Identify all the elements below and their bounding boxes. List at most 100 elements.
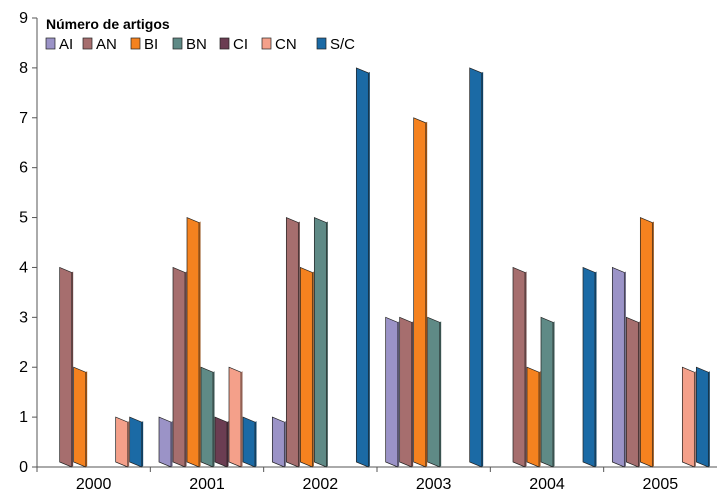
bar-face (540, 316, 554, 468)
bar-edge (652, 221, 654, 467)
bar-edge (539, 371, 541, 467)
x-tick-label: 2005 (643, 476, 679, 493)
legend-label: BI (144, 36, 158, 53)
bar-face (313, 217, 327, 468)
legend-item-AN: AN (82, 36, 117, 53)
bar-BI-2001 (186, 217, 201, 468)
bar-face (611, 266, 625, 468)
axes: 0 1 2 3 4 5 6 7 8 9 2000 2001 2002 2003 2004 2005 (19, 10, 717, 493)
x-tick-label: 2001 (189, 476, 225, 493)
bar-face (385, 316, 399, 468)
legend-item-SC: S/C (316, 36, 355, 53)
bar-AI-2001 (158, 416, 173, 468)
bar-edge (481, 71, 484, 467)
y-tick-label: 4 (19, 259, 28, 276)
bar-face (214, 416, 228, 468)
legend-swatch (261, 37, 272, 50)
bar-edge (624, 271, 626, 467)
bar-BI-2000 (73, 366, 88, 468)
bar-face (695, 366, 709, 468)
x-tick-label: 2002 (303, 476, 339, 493)
bar-face (200, 366, 214, 468)
bar-edge (127, 421, 130, 467)
y-tick-label: 7 (19, 110, 28, 127)
legend-swatch (316, 37, 327, 50)
bar-edge (241, 371, 243, 467)
bar-edge (255, 421, 257, 467)
bar-face (172, 266, 186, 468)
legend-item-CI: CI (219, 36, 248, 53)
bar-SC-2004 (582, 266, 597, 468)
bar-SC-2001 (242, 416, 257, 468)
bar-edge (708, 371, 710, 467)
bar-SC-2005 (695, 366, 710, 468)
bar-face (469, 67, 483, 468)
bar-AN-2004 (512, 266, 527, 468)
bar-SC-2002 (355, 67, 370, 468)
x-tick-label: 2000 (76, 476, 112, 493)
bar-face (427, 316, 441, 468)
bar-face (129, 416, 143, 468)
bar-AN-2005 (625, 316, 640, 468)
bar-SC-2003 (469, 67, 484, 468)
bar-SC-2000 (129, 416, 144, 468)
bar-edge (85, 371, 88, 467)
bar-face (271, 416, 285, 468)
bar-edge (298, 221, 300, 467)
bars (59, 67, 710, 468)
y-tick-label: 3 (19, 309, 28, 326)
bar-face (512, 266, 526, 468)
bar-BI-2005 (639, 217, 654, 468)
bar-edge (525, 271, 527, 467)
bar-BI-2002 (299, 266, 314, 468)
bar-face (582, 266, 596, 468)
bar-face (299, 266, 313, 468)
y-tick-label: 5 (19, 210, 28, 227)
bar-edge (553, 321, 555, 467)
bar-BN-2001 (200, 366, 215, 468)
bar-edge (284, 421, 286, 467)
bar-face (158, 416, 172, 468)
legend-item-BN: BN (172, 36, 207, 53)
bar-edge (185, 271, 187, 467)
bar-AI-2002 (271, 416, 286, 468)
bar-AN-2000 (59, 266, 74, 468)
bar-edge (171, 421, 173, 467)
bar-face (625, 316, 639, 468)
bar-edge (141, 421, 144, 467)
bar-edge (71, 271, 74, 467)
bar-AI-2005 (611, 266, 626, 468)
bar-edge (425, 121, 428, 468)
x-tick-label: 2003 (416, 476, 452, 493)
legend-label: AI (59, 36, 73, 53)
bar-BI-2003 (413, 117, 428, 468)
bar-edge (638, 321, 640, 467)
bar-face (413, 117, 427, 468)
bar-edge (397, 321, 400, 467)
legend-swatch (172, 37, 183, 50)
bar-CI-2001 (214, 416, 229, 468)
bar-CN-2001 (228, 366, 243, 468)
bar-face (355, 67, 369, 468)
bar-edge (439, 321, 442, 467)
bar-BN-2003 (427, 316, 442, 468)
y-tick-label: 2 (19, 359, 28, 376)
y-tick-label: 9 (19, 10, 28, 27)
legend-swatch (219, 37, 230, 50)
legend-label: S/C (330, 36, 355, 53)
bar-edge (368, 71, 370, 467)
bar-face (228, 366, 242, 468)
legend-item-BI: BI (130, 36, 158, 53)
bar-AN-2001 (172, 266, 187, 468)
legend-item-CN: CN (261, 36, 297, 53)
bar-face (399, 316, 413, 468)
bar-AN-2003 (399, 316, 414, 468)
x-tick-label: 2004 (529, 476, 565, 493)
bar-face (73, 366, 87, 468)
bar-edge (326, 221, 328, 467)
legend-title: Número de artigos (46, 16, 170, 32)
y-tick-label: 1 (19, 409, 28, 426)
bar-BN-2002 (313, 217, 328, 468)
